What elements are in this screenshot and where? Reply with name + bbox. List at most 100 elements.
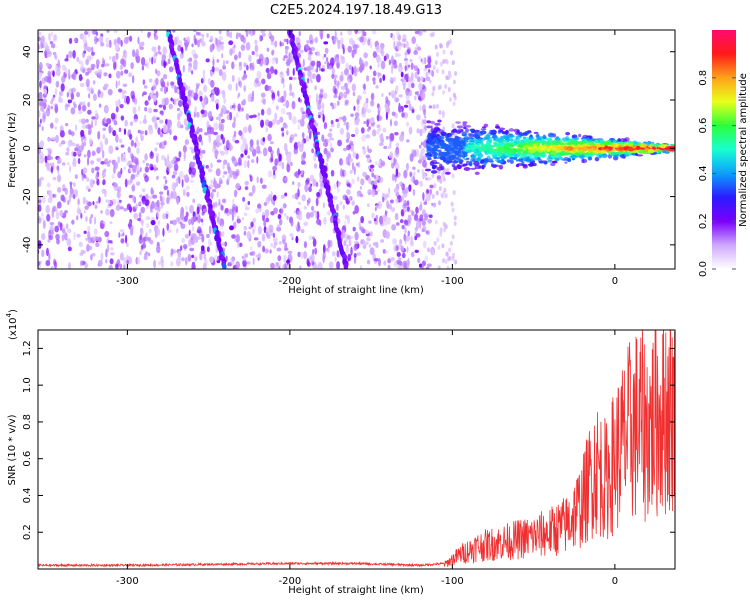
noise-mark (362, 244, 367, 249)
signal-mark (481, 126, 487, 129)
signal-mark (479, 130, 487, 135)
signal-mark (499, 135, 505, 140)
signal-mark (483, 123, 489, 128)
noise-mark (236, 218, 241, 224)
noise-mark (299, 265, 302, 269)
signal-mark (498, 139, 505, 142)
noise-mark (333, 74, 338, 79)
noise-mark (397, 53, 401, 57)
noise-mark (370, 249, 373, 255)
noise-mark (373, 180, 378, 186)
noise-mark (177, 88, 180, 94)
noise-mark (199, 252, 203, 261)
noise-mark (279, 116, 284, 123)
noise-mark (246, 261, 251, 265)
noise-mark (368, 243, 371, 248)
noise-mark (119, 65, 124, 70)
noise-mark (176, 120, 182, 129)
noise-mark (212, 202, 216, 209)
noise-mark (286, 215, 289, 220)
noise-mark (136, 141, 141, 147)
noise-mark (167, 58, 171, 65)
noise-mark (104, 63, 110, 67)
noise-mark (351, 66, 354, 75)
y-tick-label: 1.0 (22, 377, 33, 393)
noise-mark (307, 56, 312, 61)
signal-mark (612, 151, 618, 156)
noise-mark (44, 155, 48, 164)
noise-mark (275, 105, 279, 111)
noise-mark (351, 200, 355, 206)
noise-mark (323, 53, 327, 58)
noise-mark (95, 236, 99, 242)
noise-mark (139, 167, 142, 173)
noise-mark (281, 132, 285, 137)
noise-mark (285, 99, 290, 109)
noise-mark (273, 244, 277, 249)
signal-mark (467, 145, 472, 149)
noise-mark (300, 160, 306, 165)
noise-mark (224, 241, 227, 247)
noise-mark (120, 70, 124, 76)
y-tick-label: 0.8 (22, 414, 33, 430)
noise-mark (52, 193, 57, 198)
chart-title: C2E5.2024.197.18.49.G13 (270, 3, 442, 18)
noise-mark (367, 148, 373, 154)
noise-mark (394, 132, 399, 136)
colorbar-tick-label: 0.4 (698, 165, 709, 181)
noise-mark (404, 227, 407, 234)
noise-mark (320, 89, 324, 93)
noise-mark (395, 222, 400, 226)
noise-mark (178, 176, 181, 185)
noise-mark (199, 204, 202, 210)
noise-mark (189, 204, 194, 214)
noise-mark (110, 127, 114, 133)
signal-mark (522, 148, 527, 151)
noise-mark (277, 255, 282, 262)
noise-mark (179, 52, 184, 60)
noise-mark (54, 104, 59, 114)
spectrogram-marks (38, 30, 675, 269)
noise-mark (369, 164, 375, 169)
noise-mark (412, 189, 416, 196)
noise-mark (42, 114, 46, 123)
noise-mark (260, 119, 264, 128)
noise-mark (278, 218, 283, 226)
noise-mark (279, 95, 285, 103)
noise-mark (85, 59, 89, 66)
noise-mark (107, 240, 113, 244)
noise-mark (314, 120, 317, 124)
noise-mark (156, 228, 161, 236)
noise-mark (264, 248, 269, 254)
signal-mark (565, 131, 571, 136)
noise-mark (367, 128, 370, 132)
noise-mark (303, 221, 309, 227)
noise-mark (380, 239, 385, 243)
noise-mark (85, 118, 89, 123)
noise-mark (68, 129, 72, 135)
noise-mark (81, 141, 85, 151)
signal-mark (459, 159, 464, 163)
noise-mark (54, 51, 57, 59)
noise-mark (443, 222, 447, 228)
signal-mark (486, 151, 492, 154)
y-tick-label: 20 (22, 94, 33, 107)
noise-mark (173, 98, 177, 106)
signal-mark (446, 132, 452, 138)
noise-mark (82, 167, 88, 174)
noise-mark (454, 70, 458, 76)
noise-mark (177, 112, 181, 121)
noise-mark (162, 46, 167, 56)
noise-mark (200, 140, 204, 146)
noise-mark (435, 103, 439, 109)
noise-mark (119, 199, 122, 203)
noise-mark (247, 124, 252, 134)
signal-mark (472, 159, 476, 162)
noise-mark (216, 217, 221, 225)
noise-mark (407, 64, 411, 68)
noise-mark (50, 122, 54, 129)
noise-mark (151, 200, 155, 210)
noise-mark (189, 247, 195, 252)
noise-mark (177, 39, 182, 47)
noise-mark (256, 139, 260, 147)
